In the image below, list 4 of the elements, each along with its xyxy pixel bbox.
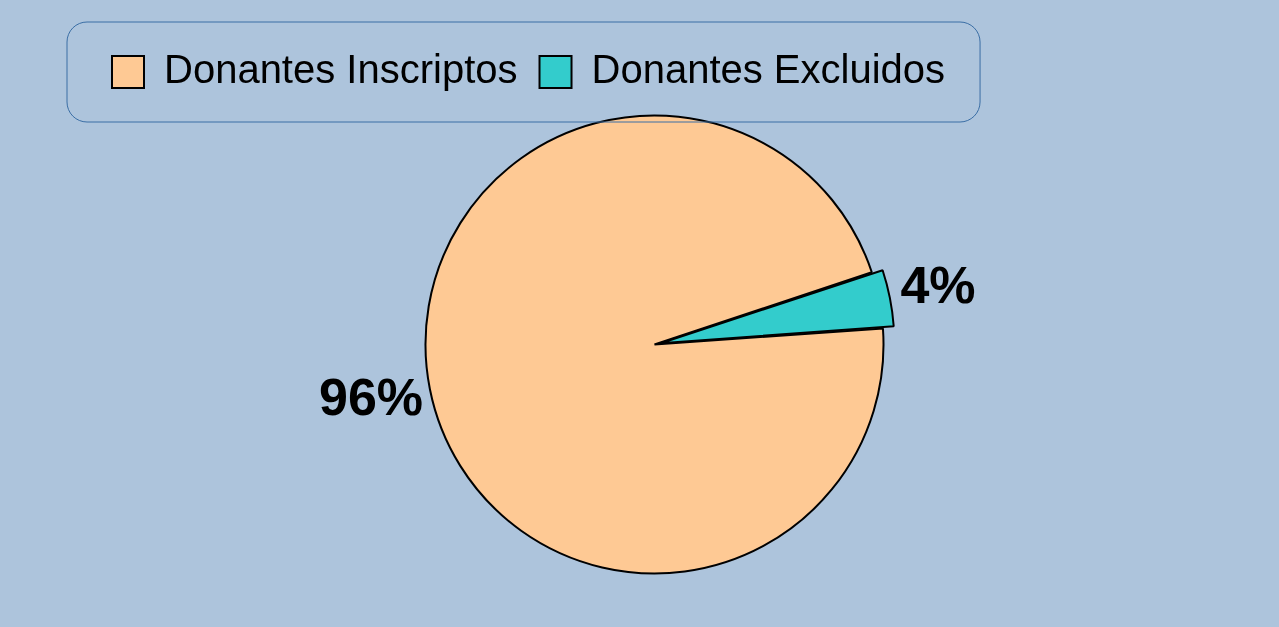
data-label: 96% <box>318 367 424 426</box>
data-label: 4% <box>900 255 976 314</box>
legend-label: Donantes Inscriptos <box>164 47 518 92</box>
legend-label: Donantes Excluidos <box>591 47 946 92</box>
